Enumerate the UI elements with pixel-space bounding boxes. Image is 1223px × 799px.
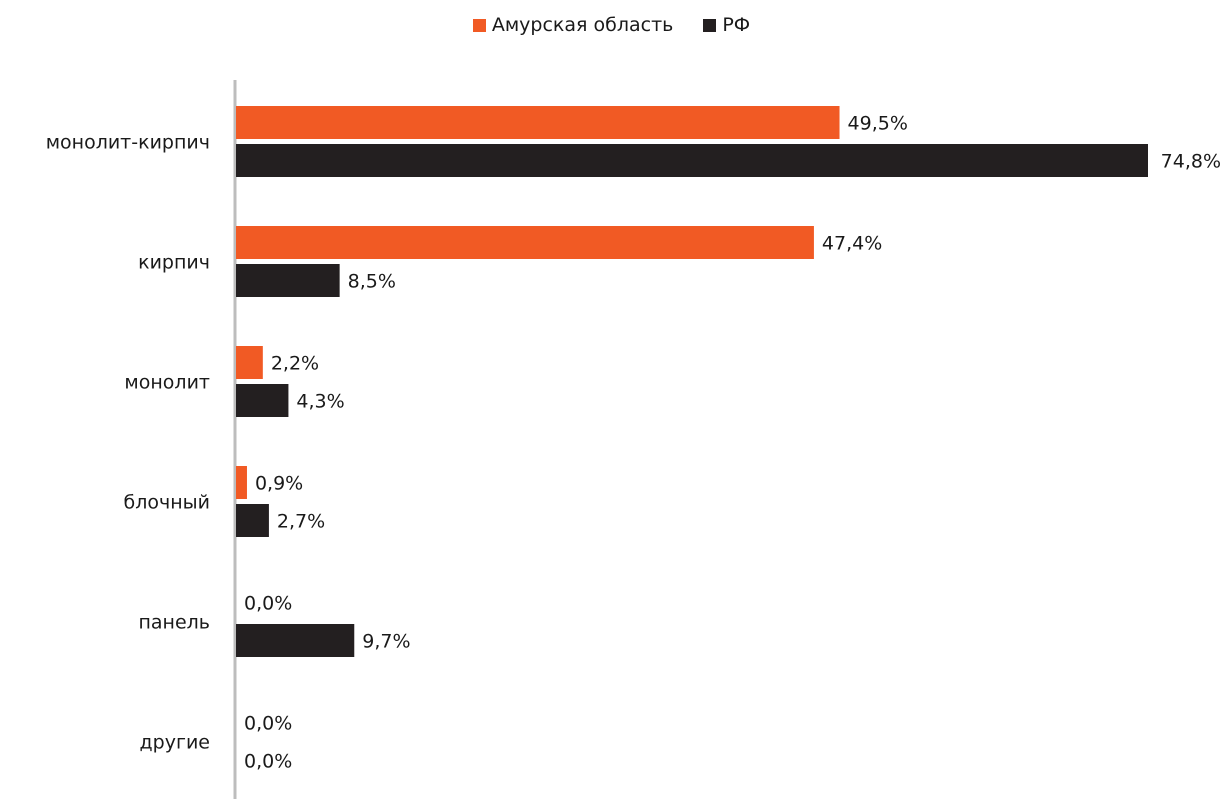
data-label: 74,8% <box>1161 151 1221 173</box>
legend-label-amur: Амурская область <box>491 14 674 36</box>
category-label: кирпич <box>138 252 210 274</box>
bar-amur <box>236 106 840 139</box>
data-label: 4,3% <box>296 391 344 413</box>
data-label: 8,5% <box>348 271 396 293</box>
data-label: 9,7% <box>362 631 410 653</box>
legend-label-rf: РФ <box>722 14 751 36</box>
category-label: монолит-кирпич <box>46 132 210 154</box>
data-label: 47,4% <box>822 233 882 255</box>
data-label: 2,2% <box>271 353 319 375</box>
category-label: монолит <box>124 372 210 394</box>
legend-item-rf: РФ <box>703 14 750 36</box>
bar-rf <box>236 384 289 417</box>
bar-amur <box>236 226 814 259</box>
data-label: 49,5% <box>848 113 908 135</box>
category-label: другие <box>140 732 210 754</box>
bar-rf <box>236 264 340 297</box>
data-label: 2,7% <box>277 511 325 533</box>
chart-legend: Амурская область РФ <box>0 14 1223 36</box>
data-label: 0,0% <box>244 713 292 735</box>
data-label: 0,0% <box>244 593 292 615</box>
data-label: 0,9% <box>255 473 303 495</box>
bar-rf <box>236 624 355 657</box>
legend-item-amur: Амурская область <box>472 14 674 36</box>
category-label: панель <box>138 612 210 634</box>
data-label: 0,0% <box>244 751 292 773</box>
category-label: блочный <box>124 492 210 514</box>
bar-amur <box>236 346 263 379</box>
bar-rf <box>236 504 269 537</box>
legend-swatch-amur <box>472 18 486 32</box>
bar-amur <box>236 466 247 499</box>
bar-rf <box>236 144 1148 177</box>
legend-swatch-rf <box>703 18 717 32</box>
